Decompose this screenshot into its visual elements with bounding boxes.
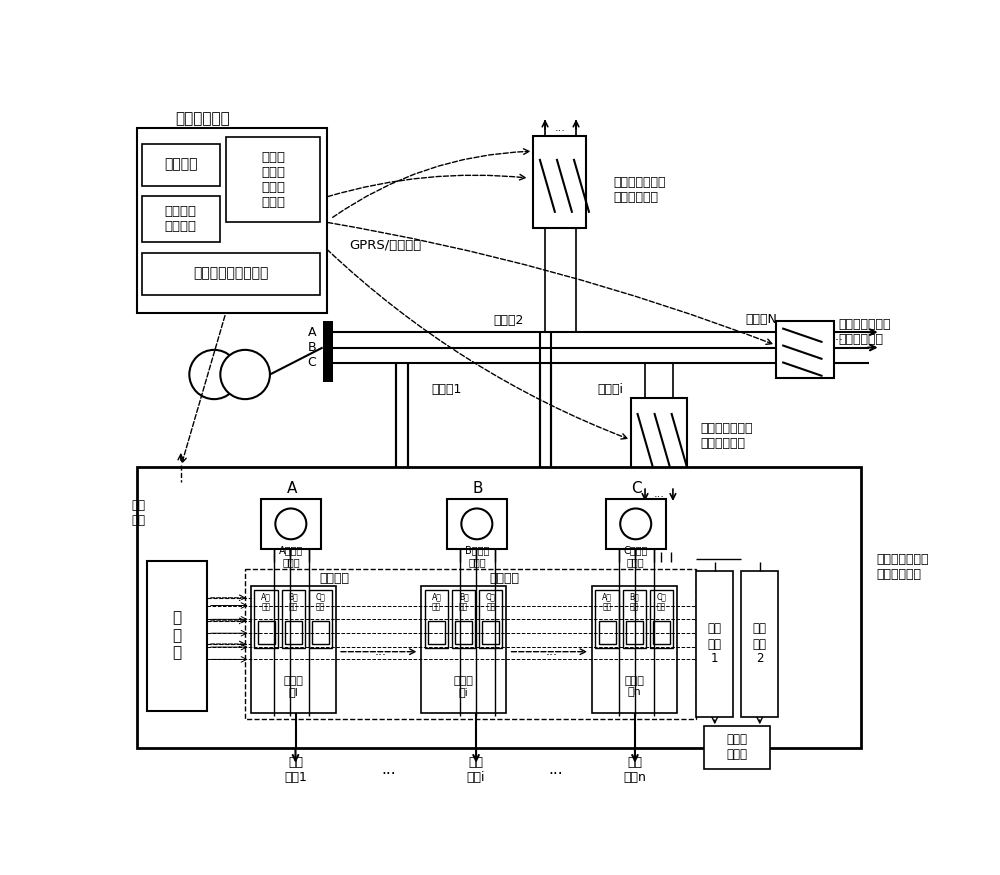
Bar (479, 590, 502, 648)
Bar (147, 561, 207, 711)
Bar (421, 586, 506, 713)
Bar (455, 621, 472, 644)
Text: A相
开关: A相 开关 (261, 592, 271, 612)
Text: ...: ... (549, 762, 563, 777)
Text: A: A (286, 481, 297, 496)
Bar (696, 570, 733, 718)
Text: C: C (631, 481, 642, 496)
Bar (599, 621, 616, 644)
Bar (623, 590, 646, 648)
Text: B: B (472, 481, 483, 496)
Text: 开关单
元i: 开关单 元i (454, 676, 474, 697)
Text: ...: ... (381, 762, 396, 777)
Bar (285, 621, 302, 644)
Text: 负荷
出线1: 负荷 出线1 (284, 755, 307, 783)
Text: 负荷选
择开关: 负荷选 择开关 (726, 733, 747, 761)
Text: 过渡
回路
2: 过渡 回路 2 (753, 622, 767, 666)
Bar (592, 586, 677, 713)
Text: 开关单
元n: 开关单 元n (624, 676, 644, 697)
Text: 综合配电终端: 综合配电终端 (175, 111, 230, 126)
Bar (323, 320, 333, 382)
Text: ...: ... (555, 123, 566, 133)
Bar (626, 621, 643, 644)
Circle shape (189, 350, 239, 399)
Text: A: A (308, 326, 316, 339)
Text: 开关阵列: 开关阵列 (319, 572, 349, 585)
Bar (428, 621, 445, 644)
Bar (254, 590, 278, 648)
Text: A相
开关: A相 开关 (602, 592, 612, 612)
Circle shape (620, 508, 651, 539)
Text: C相
开关: C相 开关 (486, 592, 496, 612)
Text: B相
开关: B相 开关 (459, 592, 469, 612)
Text: B: B (308, 341, 316, 354)
Text: 智能型低压负荷
在线调相装置: 智能型低压负荷 在线调相装置 (701, 422, 753, 450)
Text: ...: ... (375, 645, 387, 658)
Bar (245, 569, 696, 718)
Bar (452, 590, 475, 648)
Bar (251, 586, 336, 713)
Text: 低压负
荷在线
调相控
制模块: 低压负 荷在线 调相控 制模块 (261, 150, 285, 209)
Bar (653, 621, 670, 644)
Bar (631, 397, 687, 482)
Text: 智能型低压负荷
在线调相装置: 智能型低压负荷 在线调相装置 (877, 553, 929, 581)
Text: ...: ... (832, 330, 844, 342)
Bar (137, 467, 861, 748)
Text: 负荷
出线i: 负荷 出线i (467, 755, 485, 783)
Text: 负荷
出线n: 负荷 出线n (624, 755, 646, 783)
Text: ...: ... (545, 645, 557, 658)
Bar (533, 136, 586, 228)
Text: C: C (308, 356, 316, 369)
Bar (447, 500, 507, 550)
Bar (258, 621, 275, 644)
Bar (309, 590, 332, 648)
Text: 无功补偿
控制模块: 无功补偿 控制模块 (165, 205, 197, 233)
Text: 开关阵列: 开关阵列 (490, 572, 520, 585)
Text: B相
开关: B相 开关 (288, 592, 298, 612)
Bar (312, 621, 329, 644)
Text: 其它模块: 其它模块 (164, 158, 198, 172)
Circle shape (461, 508, 492, 539)
Bar (142, 144, 220, 186)
Text: 过渡
回路
1: 过渡 回路 1 (708, 622, 722, 666)
Text: 配变
终端: 配变 终端 (131, 499, 145, 527)
Bar (704, 726, 770, 769)
Bar (482, 621, 499, 644)
Text: 分支线2: 分支线2 (493, 314, 524, 327)
Text: B相进线
接线柱: B相进线 接线柱 (465, 545, 489, 567)
Text: A相
开关: A相 开关 (432, 592, 441, 612)
Text: GPRS/电力载波: GPRS/电力载波 (350, 239, 422, 252)
Text: 智能型低压负荷
在线调相装置: 智能型低压负荷 在线调相装置 (838, 318, 891, 346)
Text: C相进线
接线柱: C相进线 接线柱 (624, 545, 648, 567)
Text: ...: ... (654, 489, 664, 499)
Text: A相进线
接线柱: A相进线 接线柱 (279, 545, 303, 567)
Text: 智能型低压负荷
在线调相装置: 智能型低压负荷 在线调相装置 (613, 176, 666, 204)
Bar (142, 196, 220, 242)
Text: 分支线1: 分支线1 (431, 383, 462, 396)
Bar (261, 500, 321, 550)
Bar (595, 590, 619, 648)
Text: 开关单
元I: 开关单 元I (283, 676, 303, 697)
Circle shape (220, 350, 270, 399)
Text: 分支线i: 分支线i (598, 383, 624, 396)
Bar (741, 570, 778, 718)
Bar (776, 320, 834, 378)
Bar (137, 128, 326, 313)
Circle shape (275, 508, 306, 539)
Text: C相
开关: C相 开关 (315, 592, 325, 612)
Bar (226, 137, 320, 222)
Text: 分支线N: 分支线N (745, 312, 777, 326)
Text: 处
理
器: 处 理 器 (172, 611, 181, 661)
Text: 调容、调压控制模块: 调容、调压控制模块 (193, 267, 269, 281)
Text: B相
开关: B相 开关 (629, 592, 639, 612)
Bar (425, 590, 448, 648)
Bar (606, 500, 666, 550)
Bar (142, 253, 320, 295)
Bar (282, 590, 305, 648)
Text: C相
开关: C相 开关 (656, 592, 666, 612)
Bar (650, 590, 673, 648)
